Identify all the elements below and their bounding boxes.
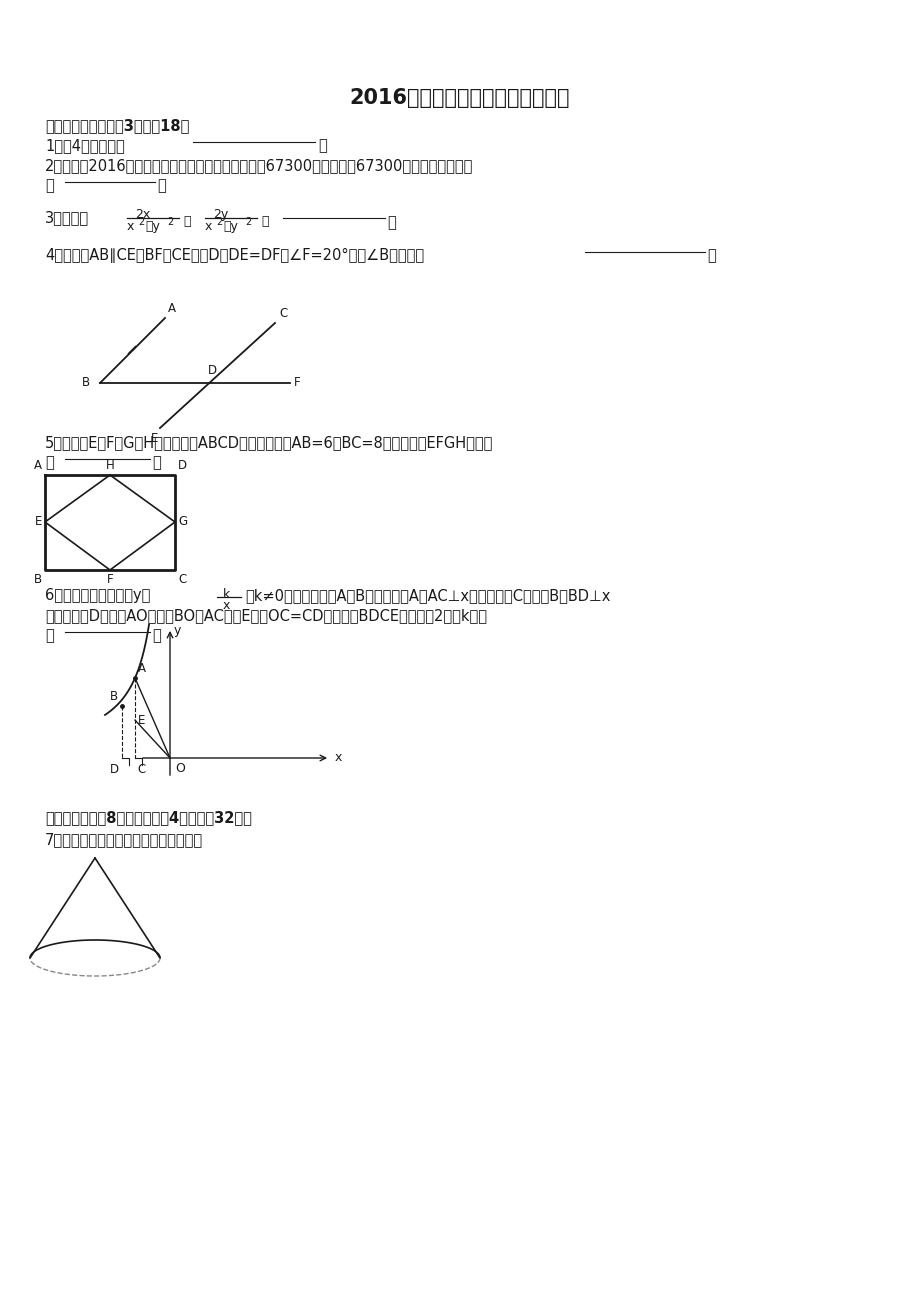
Text: ＝: ＝ — [261, 215, 268, 228]
Text: 2: 2 — [216, 217, 222, 227]
Text: x: x — [222, 599, 230, 612]
Text: H: H — [106, 460, 114, 473]
Text: 为: 为 — [45, 628, 53, 643]
Text: 2: 2 — [244, 217, 251, 227]
Text: 2: 2 — [138, 217, 144, 227]
Text: ．: ． — [157, 178, 165, 193]
Text: D: D — [110, 763, 119, 776]
Text: C: C — [278, 307, 287, 320]
Text: B: B — [34, 573, 42, 586]
Text: A: A — [138, 661, 146, 674]
Text: B: B — [110, 690, 118, 703]
Text: k: k — [222, 589, 230, 602]
Text: 2016年云南省昆明市中考数学试卷: 2016年云南省昆明市中考数学试卷 — [349, 89, 570, 108]
Text: G: G — [177, 516, 187, 529]
Text: 3．计算：: 3．计算： — [45, 210, 89, 225]
Text: ．: ． — [318, 138, 326, 154]
Text: E: E — [151, 432, 158, 445]
Text: 2: 2 — [167, 217, 173, 227]
Text: x: x — [127, 220, 134, 233]
Text: x: x — [205, 220, 212, 233]
Text: x: x — [335, 751, 342, 764]
Text: 4．如图，AB∥CE，BF交CE于点D，DE=DF，∠F=20°，则∠B的度数为: 4．如图，AB∥CE，BF交CE于点D，DE=DF，∠F=20°，则∠B的度数为 — [45, 247, 424, 263]
Text: 二、选择题（共8小题，每小题4分，满分32分）: 二、选择题（共8小题，每小题4分，满分32分） — [45, 810, 252, 825]
Text: 是: 是 — [45, 454, 53, 470]
Text: ．: ． — [706, 247, 715, 263]
Text: －: － — [183, 215, 190, 228]
Text: D: D — [208, 365, 217, 378]
Text: 1．－4的相反数为: 1．－4的相反数为 — [45, 138, 125, 154]
Text: 2．昆明市2016年参加初中学业水平考试的人数约有67300人，将数据67300用科学记数法表示: 2．昆明市2016年参加初中学业水平考试的人数约有67300人，将数据67300… — [45, 158, 473, 173]
Text: 2y: 2y — [213, 208, 228, 221]
Text: E: E — [138, 713, 145, 727]
Text: 7．下面所给几何体的俯视图是（　　）: 7．下面所给几何体的俯视图是（ ） — [45, 832, 203, 848]
Text: （k≠0）的图象经过A，B两点，过点A作AC⊥x轴，垂足为C，过点B作BD⊥x: （k≠0）的图象经过A，B两点，过点A作AC⊥x轴，垂足为C，过点B作BD⊥x — [244, 589, 609, 603]
Text: 5．如图，E，F，G，H分别是矩形ABCD各边的中点，AB=6，BC=8，则四边形EFGH的面积: 5．如图，E，F，G，H分别是矩形ABCD各边的中点，AB=6，BC=8，则四边… — [45, 435, 493, 450]
Text: A: A — [168, 302, 176, 315]
Text: 6．如图，反比例函数y＝: 6．如图，反比例函数y＝ — [45, 589, 150, 603]
Text: ．: ． — [152, 628, 161, 643]
Text: C: C — [137, 763, 145, 776]
Text: 2x: 2x — [135, 208, 150, 221]
Text: y: y — [174, 624, 181, 637]
Text: E: E — [35, 516, 42, 529]
Text: －y: －y — [145, 220, 160, 233]
Text: B: B — [82, 376, 90, 389]
Text: 为: 为 — [45, 178, 53, 193]
Text: F: F — [294, 376, 301, 389]
Text: －y: －y — [222, 220, 238, 233]
Text: ．: ． — [152, 454, 161, 470]
Text: 轴，垂足为D，连接AO，连接BO交AC于点E，若OC=CD，四边形BDCE的面积为2，则k的值: 轴，垂足为D，连接AO，连接BO交AC于点E，若OC=CD，四边形BDCE的面积… — [45, 608, 486, 622]
Text: C: C — [177, 573, 186, 586]
Text: A: A — [34, 460, 42, 473]
Text: O: O — [175, 762, 185, 775]
Text: ．: ． — [387, 215, 395, 230]
Text: F: F — [107, 573, 113, 586]
Text: D: D — [177, 460, 187, 473]
Text: 一、填空题：每小题3分，共18分: 一、填空题：每小题3分，共18分 — [45, 118, 189, 133]
